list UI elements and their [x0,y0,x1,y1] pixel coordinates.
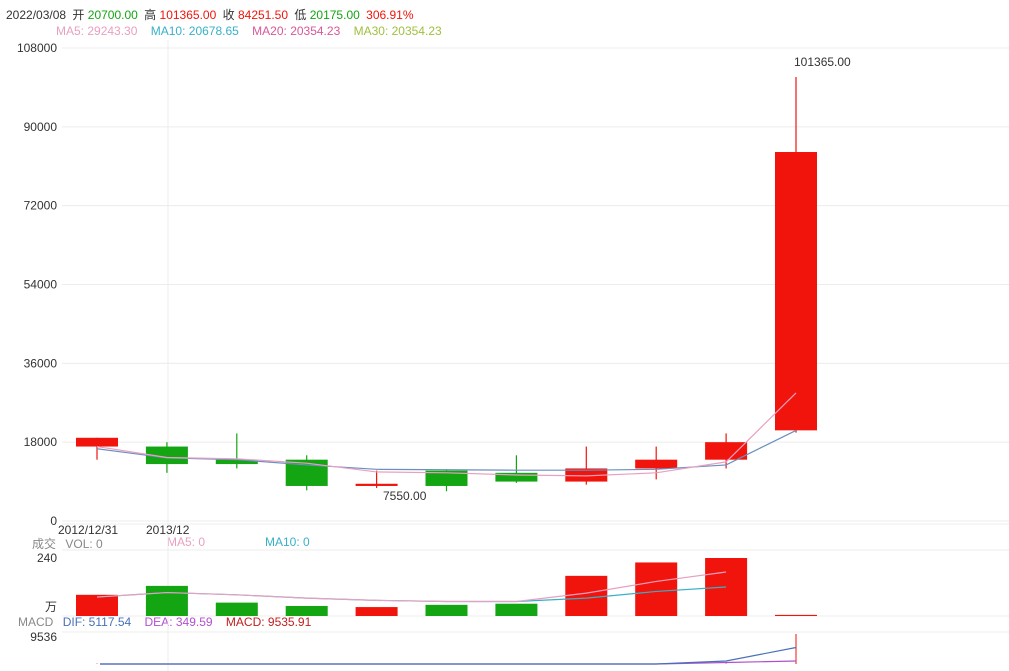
close-label: 收 [222,8,235,22]
candle-body [635,459,678,469]
candle-body [565,468,608,482]
candle-body [215,459,258,465]
ma-lines [96,392,797,477]
low-value: 20175.00 [309,8,360,22]
max-annotation: 101365.00 [794,55,851,69]
date: 2022/03/08 [6,8,67,22]
y-tick-label: 36000 [24,356,58,370]
macd-y-tick: 9536 [30,630,57,644]
candle-body [495,472,538,482]
ma10-line [96,429,797,471]
volume-label: 成交 [32,537,57,551]
candle-body [705,442,748,460]
volume-ma10: MA10: 0 [265,535,310,549]
volume-vol: VOL: 0 [65,537,103,551]
macd-value: MACD: 9535.91 [225,615,312,629]
volume-bar [425,604,468,616]
volume-bar [145,585,188,616]
volume-bar [76,594,118,616]
y-axis: 108000 90000 72000 54000 36000 18000 0 [17,41,57,528]
ma20-legend: MA20: 20354.23 [252,24,341,38]
volume-bar [495,603,538,616]
candle-body [145,446,188,465]
high-label: 高 [144,8,157,22]
volume-y-tick: 240 [37,551,57,565]
close-value: 84251.50 [237,8,289,22]
macd-legend: MACD DIF: 5117.54 DEA: 349.59 MACD: 9535… [18,615,311,629]
volume-bar [775,614,817,616]
ma30-legend: MA30: 20354.23 [353,24,442,38]
ma-legend: MA5: 29243.30 MA10: 20678.65 MA20: 20354… [56,24,442,38]
volume-bar [215,602,258,616]
macd-dea: DEA: 349.59 [144,615,213,629]
candle-body [355,483,398,486]
candles [76,77,817,492]
change-pct: 306.91% [366,8,414,22]
volume-legend: 成交 VOL: 0 MA5: 0 MA10: 0 [32,535,310,552]
ma10-legend: MA10: 20678.65 [150,24,239,38]
volume-bar [635,562,678,616]
open-value: 20700.00 [87,8,138,22]
y-tick-label: 72000 [24,199,58,213]
volume-ma5: MA5: 0 [167,535,206,549]
volume-ma10-line [96,586,727,603]
open-label: 开 [72,8,85,22]
annotations: 101365.00 7550.00 [383,55,851,503]
macd-panel: 9536 [30,630,797,665]
low-label: 低 [294,8,307,22]
volume-bar [565,575,608,616]
min-annotation: 7550.00 [383,489,427,503]
x-tick-label: 2013/12 [146,523,190,537]
macd-label: MACD [18,615,54,629]
dif-line [100,646,797,665]
candle-body [76,437,118,447]
y-tick-label: 54000 [24,278,58,292]
candle-body [425,470,468,486]
volume-bar [355,607,398,616]
ma5-legend: MA5: 29243.30 [56,24,138,38]
x-axis: 2012/12/31 2013/12 [58,523,190,537]
grid [62,40,1009,671]
ma5-line [96,392,797,477]
y-tick-label: 90000 [24,120,58,134]
candle-body [775,152,817,431]
volume-ma5-line [96,571,727,603]
macd-dif: DIF: 5117.54 [62,615,132,629]
y-tick-label: 0 [50,514,57,528]
y-tick-label: 18000 [24,435,58,449]
quote-header: 2022/03/08 开 20700.00 高 101365.00 收 8425… [6,6,414,23]
high-value: 101365.00 [159,8,217,22]
volume-bar [285,605,328,616]
y-tick-label: 108000 [17,41,57,55]
volume-panel: 240 万 [37,551,817,616]
volume-unit: 万 [45,600,57,614]
x-tick-label: 2012/12/31 [58,523,118,537]
